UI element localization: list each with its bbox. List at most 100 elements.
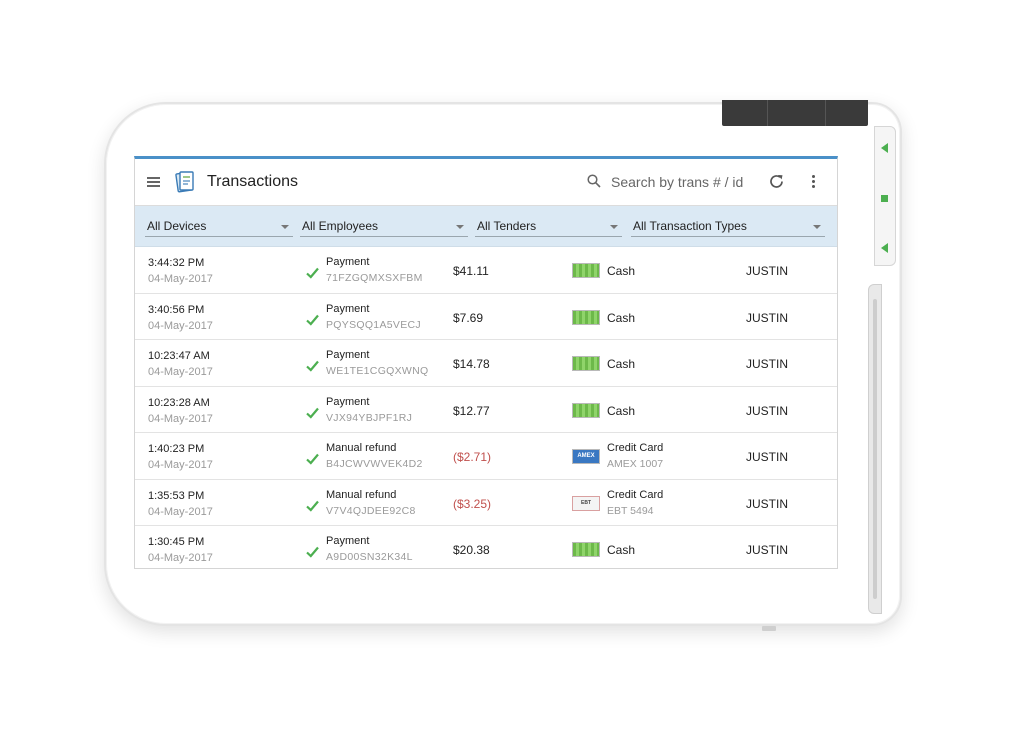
transaction-id: V7V4QJDEE92C8 [326, 504, 416, 517]
transaction-type: Manual refund [326, 488, 397, 501]
employee-name: JUSTIN [746, 357, 788, 371]
transaction-id: VJX94YBJPF1RJ [326, 411, 413, 424]
page-title: Transactions [207, 173, 298, 190]
transaction-amount: $7.69 [453, 310, 484, 325]
device-port [762, 626, 776, 631]
employees-filter[interactable]: All Employees [300, 215, 468, 237]
employees-filter-label: All Employees [302, 219, 379, 233]
transaction-time: 10:23:28 AM [148, 396, 210, 409]
transaction-date: 04-May-2017 [148, 366, 213, 378]
transactions-list: 3:44:32 PM 04-May-2017 Payment 71FZGQMXS… [135, 247, 837, 568]
search-icon[interactable] [587, 174, 601, 188]
transaction-date: 04-May-2017 [148, 459, 213, 471]
refresh-icon[interactable] [768, 173, 785, 190]
transaction-amount: $20.38 [453, 543, 490, 557]
transaction-time: 3:44:32 PM [148, 257, 205, 269]
transaction-row[interactable]: 1:35:53 PM 04-May-2017 Manual refund V7V… [135, 480, 837, 526]
tenders-filter-label: All Tenders [477, 219, 537, 233]
transaction-id: PQYSQQ1A5VECJ [326, 318, 421, 331]
employee-name: JUSTIN [746, 310, 788, 325]
transaction-type: Payment [326, 256, 370, 268]
transaction-type: Manual refund [326, 442, 397, 454]
chevron-down-icon [281, 225, 289, 229]
side-led-icon [881, 143, 888, 153]
device-top-bar [722, 100, 868, 126]
transaction-row[interactable]: 1:30:45 PM 04-May-2017 Payment A9D00SN32… [135, 526, 837, 568]
cash-icon [572, 309, 600, 325]
tender-name: Cash [607, 264, 636, 278]
transaction-amount: $14.78 [453, 357, 490, 371]
filter-bar: All Devices All Employees All Tenders Al… [135, 206, 837, 247]
transaction-row[interactable]: 3:40:56 PM 04-May-2017 Payment PQYSQQ1A5… [135, 294, 837, 340]
employee-name: JUSTIN [746, 496, 788, 511]
transaction-date: 04-May-2017 [148, 552, 213, 564]
transaction-amount: ($3.25) [453, 496, 492, 511]
search-input[interactable]: Search by trans # / id [611, 174, 744, 190]
cash-icon [572, 356, 600, 371]
ebt-icon: EBT [572, 495, 600, 511]
transaction-type: Payment [326, 395, 370, 408]
tender-name: Credit Card [607, 442, 664, 454]
amex-icon: AMEX [572, 449, 600, 464]
transaction-amount: $41.11 [453, 264, 489, 278]
chevron-down-icon [813, 225, 821, 229]
app-bar: Transactions Search by trans # / id [135, 159, 837, 206]
transaction-id: A9D00SN32K34L [326, 551, 413, 563]
checkmark-icon [306, 360, 319, 372]
transaction-id: WE1TE1CGQXWNQ [326, 365, 429, 377]
tender-name: Credit Card [607, 488, 664, 501]
more-options-icon[interactable] [811, 175, 815, 189]
transaction-row[interactable]: 3:44:32 PM 04-May-2017 Payment 71FZGQMXS… [135, 247, 837, 294]
tenders-filter[interactable]: All Tenders [475, 215, 622, 237]
tender-name: Cash [607, 403, 636, 418]
transactions-logo-icon [175, 171, 194, 193]
employee-name: JUSTIN [746, 264, 788, 278]
transaction-type: Payment [326, 349, 370, 361]
tender-detail: AMEX 1007 [607, 458, 664, 470]
card-slot [868, 284, 882, 614]
transaction-time: 1:30:45 PM [148, 536, 205, 548]
tender-name: Cash [607, 357, 636, 371]
checkmark-icon [306, 546, 319, 558]
transaction-date: 04-May-2017 [148, 319, 213, 332]
transaction-id: B4JCWVWVEK4D2 [326, 458, 423, 470]
screen: Transactions Search by trans # / id All … [134, 156, 838, 569]
transaction-date: 04-May-2017 [148, 412, 213, 425]
transaction-row[interactable]: 1:40:23 PM 04-May-2017 Manual refund B4J… [135, 433, 837, 480]
transaction-types-filter-label: All Transaction Types [633, 219, 747, 233]
transaction-time: 1:35:53 PM [148, 489, 205, 502]
cash-icon [572, 542, 600, 557]
transaction-id: 71FZGQMXSXFBM [326, 272, 423, 284]
transaction-row[interactable]: 10:23:47 AM 04-May-2017 Payment WE1TE1CG… [135, 340, 837, 387]
checkmark-icon [306, 267, 319, 279]
checkmark-icon [306, 407, 319, 419]
employee-name: JUSTIN [746, 450, 788, 464]
checkmark-icon [306, 500, 319, 512]
transaction-types-filter[interactable]: All Transaction Types [631, 215, 825, 237]
transaction-row[interactable]: 10:23:28 AM 04-May-2017 Payment VJX94YBJ… [135, 387, 837, 433]
transaction-type: Payment [326, 535, 370, 547]
transaction-time: 1:40:23 PM [148, 443, 205, 455]
transaction-date: 04-May-2017 [148, 273, 213, 285]
tender-detail: EBT 5494 [607, 504, 654, 517]
tender-name: Cash [607, 310, 636, 325]
device-side-rail [874, 126, 896, 266]
transaction-time: 3:40:56 PM [148, 303, 205, 316]
checkmark-icon [306, 453, 319, 465]
menu-icon[interactable] [147, 177, 160, 187]
transaction-amount: ($2.71) [453, 450, 492, 464]
transaction-type: Payment [326, 302, 370, 315]
side-led-icon [881, 195, 888, 202]
checkmark-icon [306, 314, 319, 326]
transaction-amount: $12.77 [453, 403, 490, 418]
employee-name: JUSTIN [746, 403, 788, 418]
transaction-date: 04-May-2017 [148, 505, 213, 518]
cash-icon [572, 263, 600, 278]
employee-name: JUSTIN [746, 543, 788, 557]
devices-filter[interactable]: All Devices [145, 215, 293, 237]
chevron-down-icon [456, 225, 464, 229]
side-led-icon [881, 243, 888, 253]
cash-icon [572, 402, 600, 418]
tender-name: Cash [607, 543, 636, 557]
devices-filter-label: All Devices [147, 219, 207, 233]
